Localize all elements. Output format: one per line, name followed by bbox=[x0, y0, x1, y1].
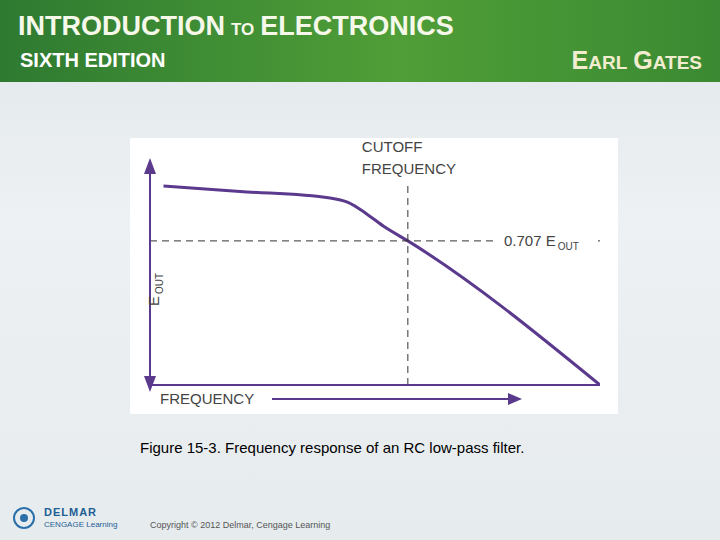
svg-text:FREQUENCY: FREQUENCY bbox=[160, 390, 254, 407]
svg-text:0.707 EOUT: 0.707 EOUT bbox=[504, 232, 579, 252]
html-text:Copyright © 2012 Delmar, Cenga: Copyright © 2012 Delmar, Cengage Learnin… bbox=[150, 520, 331, 530]
svg-text:FREQUENCY: FREQUENCY bbox=[362, 160, 456, 177]
html-text:DELMAR: DELMAR bbox=[44, 506, 98, 518]
html-text:INTRODUCTION TO ELECTRONICS: INTRODUCTION TO ELECTRONICS bbox=[18, 11, 454, 41]
html-text:CENGAGE Learning: CENGAGE Learning bbox=[44, 520, 118, 529]
svg-text:CUTOFF: CUTOFF bbox=[362, 138, 423, 155]
html-text:EARL GATES: EARL GATES bbox=[571, 46, 702, 74]
svg-text:EOUT: EOUT bbox=[145, 273, 165, 306]
html-text:Figure 15-3. Frequency respons: Figure 15-3. Frequency response of an RC… bbox=[140, 439, 525, 456]
html-text:SIXTH EDITION: SIXTH EDITION bbox=[20, 49, 166, 71]
